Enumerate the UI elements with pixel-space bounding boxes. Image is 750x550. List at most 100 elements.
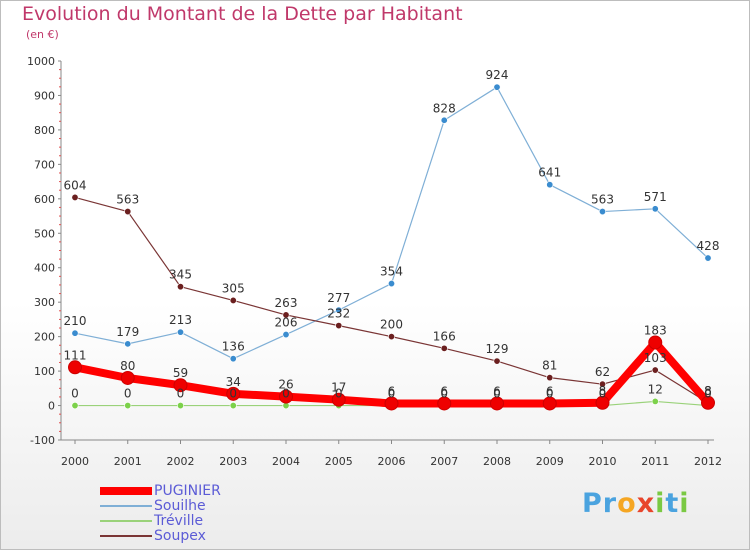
- y-tick-label: 100: [34, 365, 55, 378]
- data-label: 571: [644, 190, 667, 204]
- data-label: 80: [120, 359, 135, 373]
- data-point: [490, 396, 504, 411]
- data-point: [124, 340, 132, 348]
- data-label: 277: [327, 291, 350, 305]
- data-point: [71, 193, 79, 201]
- data-point: [651, 366, 659, 374]
- y-tick-label: 400: [34, 262, 55, 275]
- data-point: [282, 311, 290, 319]
- data-point: [701, 395, 715, 410]
- y-tick-label: 0: [48, 400, 55, 413]
- data-point: [229, 355, 237, 363]
- proxiti-logo: Proxiti: [582, 488, 690, 519]
- data-label: 129: [486, 342, 509, 356]
- data-point: [387, 280, 395, 288]
- data-label: 0: [546, 387, 554, 401]
- data-label: 0: [71, 387, 79, 401]
- legend-swatch: [100, 520, 152, 522]
- data-label: 8: [704, 384, 712, 398]
- data-label: 206: [275, 316, 298, 330]
- x-tick-label: 2003: [219, 455, 247, 468]
- data-point: [704, 254, 712, 262]
- data-label: 924: [486, 68, 509, 82]
- data-label: 26: [278, 378, 293, 392]
- data-point: [124, 402, 132, 410]
- data-label: 305: [222, 281, 245, 295]
- x-tick-label: 2005: [325, 455, 353, 468]
- data-label: 59: [173, 366, 188, 380]
- x-tick-label: 2001: [114, 455, 142, 468]
- data-label: 8: [599, 384, 607, 398]
- data-point: [651, 205, 659, 213]
- x-tick-label: 2010: [589, 455, 617, 468]
- data-label: 62: [595, 365, 610, 379]
- x-tick-label: 2000: [61, 455, 89, 468]
- data-point: [440, 116, 448, 124]
- logo-letter: P: [582, 488, 603, 519]
- data-label: 0: [493, 387, 501, 401]
- legend-swatch: [100, 487, 152, 495]
- data-label: 0: [229, 387, 237, 401]
- x-tick-label: 2008: [483, 455, 511, 468]
- data-point: [282, 331, 290, 339]
- data-point: [68, 360, 82, 375]
- data-point: [546, 181, 554, 189]
- data-point: [279, 389, 293, 404]
- data-label: 641: [538, 166, 561, 180]
- logo-letter: i: [679, 488, 690, 519]
- data-label: 0: [388, 387, 396, 401]
- y-tick-label: -100: [30, 434, 55, 447]
- data-point: [493, 83, 501, 91]
- data-label: 354: [380, 265, 403, 279]
- data-point: [440, 344, 448, 352]
- x-tick-label: 2002: [167, 455, 195, 468]
- data-label: 12: [648, 382, 663, 396]
- legend-label: PUGINIER: [154, 483, 221, 499]
- chart-title: Evolution du Montant de la Dette par Hab…: [22, 3, 463, 25]
- data-label: 6: [440, 384, 448, 398]
- y-tick-label: 600: [34, 193, 55, 206]
- data-label: 179: [116, 325, 139, 339]
- data-label: 103: [644, 351, 667, 365]
- data-point: [387, 333, 395, 341]
- data-point: [384, 396, 399, 411]
- data-label: 828: [433, 101, 456, 115]
- data-point: [229, 402, 237, 410]
- data-label: 6: [388, 384, 396, 398]
- data-point: [71, 329, 79, 337]
- data-label: 6: [493, 384, 501, 398]
- logo-letter: o: [617, 488, 637, 519]
- data-label: 0: [177, 387, 185, 401]
- data-label: 563: [116, 193, 139, 207]
- data-label: 604: [64, 178, 87, 192]
- logo-letter: x: [636, 488, 656, 519]
- x-tick-label: 2009: [536, 455, 564, 468]
- series-line-soupex: [74, 196, 709, 404]
- data-label: 345: [169, 268, 192, 282]
- chart-subtitle: (en €): [26, 28, 59, 41]
- data-point: [124, 208, 132, 216]
- data-label: 563: [591, 193, 614, 207]
- x-tick-label: 2012: [694, 455, 722, 468]
- data-point: [173, 378, 188, 393]
- y-tick-label: 300: [34, 296, 55, 309]
- data-label: 428: [697, 239, 720, 253]
- data-point: [177, 402, 185, 410]
- data-label: 17: [331, 381, 346, 395]
- data-point: [595, 395, 610, 410]
- data-label: 81: [542, 359, 557, 373]
- data-label: 0: [282, 387, 290, 401]
- y-tick-label: 700: [34, 158, 55, 171]
- legend-swatch: [100, 535, 152, 537]
- data-label: 0: [599, 387, 607, 401]
- data-label: 263: [275, 296, 298, 310]
- data-point: [542, 396, 557, 411]
- data-point: [177, 328, 185, 336]
- data-point: [335, 322, 343, 330]
- logo-letter: i: [655, 488, 666, 519]
- data-label: 34: [226, 375, 241, 389]
- data-point: [598, 380, 606, 388]
- data-point: [331, 392, 346, 407]
